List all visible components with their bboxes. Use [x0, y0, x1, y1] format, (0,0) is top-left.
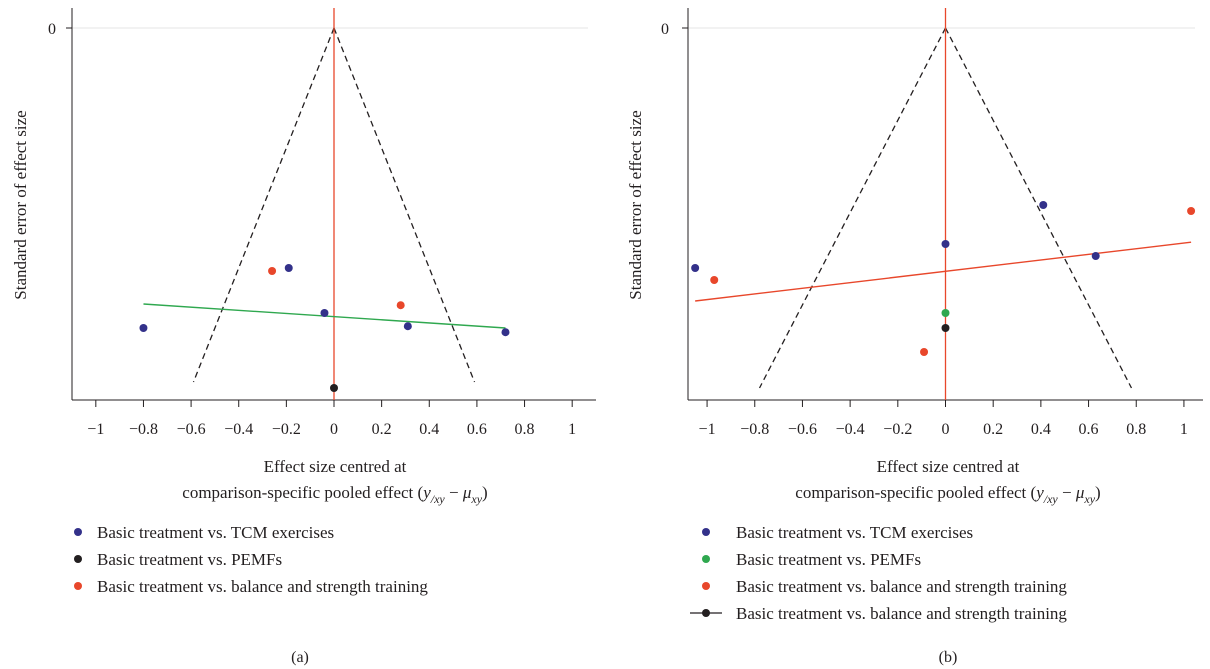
formula-y: y	[421, 483, 431, 502]
x-label-text: comparison-specific pooled effect	[182, 483, 413, 502]
regression-line	[695, 241, 1192, 302]
funnel-left-line	[192, 27, 335, 383]
x-tick-label: 1	[568, 421, 576, 438]
x-tick-label: 0.4	[1031, 421, 1051, 438]
legend-label: Basic treatment vs. TCM exercises	[97, 523, 334, 542]
formula-y: y	[1034, 483, 1044, 502]
y-tick-label: 0	[661, 21, 669, 38]
x-tick-label: −0.6	[177, 421, 206, 438]
x-tick-label: −1	[87, 421, 104, 438]
legend-marker	[74, 528, 82, 536]
x-axis-label-line1: Effect size centred at	[877, 457, 1020, 476]
formula-mu: μ	[1075, 483, 1085, 502]
funnel-left-line	[758, 27, 947, 389]
data-point	[920, 348, 929, 356]
data-point	[330, 384, 338, 392]
y-axis-label: Standard error of effect size	[11, 110, 30, 299]
formula-mu: μ	[462, 483, 472, 502]
x-label-text: comparison-specific pooled effect	[795, 483, 1026, 502]
legend-label: Basic treatment vs. TCM exercises	[736, 523, 973, 542]
panel-b: 0 −1 −0.8 −0.6 −0.4 −0.2 0 0.2 0.4 0.6 0.8 1 Standar…	[626, 8, 1203, 666]
data-point	[403, 322, 412, 331]
data-point	[1039, 201, 1048, 209]
data-point	[268, 267, 277, 275]
legend-marker	[702, 555, 710, 563]
x-tick-label: 0.2	[372, 421, 392, 438]
legend-label: Basic treatment vs. PEMFs	[736, 550, 921, 569]
x-tick-label: −0.6	[788, 421, 817, 438]
formula-minus: −	[1058, 483, 1076, 502]
x-tick-label: 0.8	[1126, 421, 1146, 438]
formula-y-sub: /xy	[430, 492, 446, 506]
y-tick-label: 0	[48, 21, 56, 38]
data-point	[1091, 252, 1100, 260]
y-axis-label: Standard error of effect size	[626, 110, 645, 299]
legend-label: Basic treatment vs. balance and strength…	[736, 577, 1067, 596]
x-tick-label: 0	[330, 421, 338, 438]
legend-marker	[74, 582, 82, 590]
x-tick-label: 0.6	[467, 421, 487, 438]
legend-marker	[74, 555, 82, 563]
x-axis-label-line2: comparison-specific pooled effect (y/xy …	[182, 483, 487, 506]
data-point	[941, 324, 950, 332]
x-tick-label: −0.8	[129, 421, 158, 438]
x-tick-label: 0.6	[1079, 421, 1099, 438]
x-tick-label: −0.2	[883, 421, 912, 438]
panel-caption: (a)	[291, 649, 309, 666]
panel-a: 0 −1 −0.8 −0.6 −0.4 −0.2 0 0.2 0.4 0.6 0.8 1 Standar…	[11, 8, 596, 666]
x-tick-label: 0.4	[419, 421, 439, 438]
x-tick-label: −0.4	[224, 421, 253, 438]
data-point	[710, 276, 719, 284]
x-axis-label-line1: Effect size centred at	[264, 457, 407, 476]
legend-marker	[702, 528, 710, 536]
x-tick-label: −0.4	[836, 421, 865, 438]
data-point	[501, 328, 510, 337]
x-tick-label: −0.2	[272, 421, 301, 438]
data-point	[396, 301, 405, 310]
x-tick-label: −0.8	[740, 421, 769, 438]
legend-marker	[702, 609, 710, 617]
x-tick-label: 0.8	[515, 421, 535, 438]
x-tick-label: 1	[1180, 421, 1188, 438]
data-point	[284, 264, 293, 272]
data-point	[139, 324, 148, 332]
legend-label: Basic treatment vs. balance and strength…	[97, 577, 428, 596]
legend-marker	[702, 582, 710, 590]
formula-mu-sub: xy	[1083, 492, 1095, 506]
x-axis-label-line2: comparison-specific pooled effect (y/xy …	[795, 483, 1100, 506]
funnel-right-line	[944, 27, 1133, 389]
data-point	[320, 309, 329, 317]
legend-label: Basic treatment vs. PEMFs	[97, 550, 282, 569]
data-point	[941, 240, 950, 248]
data-point	[1187, 207, 1196, 215]
formula-minus: −	[445, 483, 463, 502]
data-point	[941, 309, 950, 317]
panel-caption: (b)	[939, 649, 958, 666]
data-point	[691, 264, 700, 272]
x-tick-label: −1	[699, 421, 716, 438]
x-tick-label: 0.2	[983, 421, 1003, 438]
formula-y-sub: /xy	[1043, 492, 1059, 506]
legend-label: Basic treatment vs. balance and strength…	[736, 604, 1067, 623]
formula-mu-sub: xy	[470, 492, 482, 506]
funnel-right-line	[333, 27, 476, 383]
x-tick-label: 0	[942, 421, 950, 438]
